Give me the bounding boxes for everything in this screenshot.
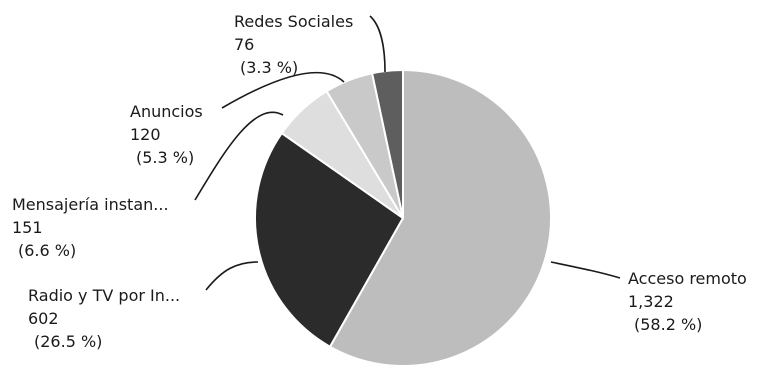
slice-label-acceso-remoto: Acceso remoto 1,322 (58.2 %) bbox=[628, 269, 747, 334]
slice-percent: (58.2 %) bbox=[634, 315, 702, 334]
slice-name: Redes Sociales bbox=[234, 12, 353, 31]
slice-label-mensajeria: Mensajería instan... 151 (6.6 %) bbox=[12, 195, 169, 260]
leader-line-3 bbox=[221, 71, 345, 109]
leader-line-2 bbox=[194, 111, 284, 201]
slice-label-anuncios: Anuncios 120 (5.3 %) bbox=[130, 102, 203, 167]
leader-line-0 bbox=[550, 261, 621, 279]
leader-lines bbox=[194, 15, 621, 291]
slice-percent: (6.6 %) bbox=[18, 241, 76, 260]
slice-name: Radio y TV por In... bbox=[28, 286, 180, 305]
slice-percent: (26.5 %) bbox=[34, 332, 102, 351]
slice-value: 1,322 bbox=[628, 292, 674, 311]
slice-name: Acceso remoto bbox=[628, 269, 747, 288]
pie-slice-1 bbox=[254, 131, 405, 349]
slice-label-redes-sociales: Redes Sociales 76 (3.3 %) bbox=[234, 12, 353, 77]
slice-value: 151 bbox=[12, 218, 43, 237]
slice-name: Anuncios bbox=[130, 102, 203, 121]
pie-slice-4 bbox=[370, 68, 404, 219]
slice-value: 76 bbox=[234, 35, 254, 54]
slice-name: Mensajería instan... bbox=[12, 195, 169, 214]
leader-line-4 bbox=[369, 15, 386, 73]
pie-slices bbox=[254, 68, 552, 366]
leader-line-1 bbox=[205, 261, 259, 291]
slice-value: 602 bbox=[28, 309, 59, 328]
slice-percent: (3.3 %) bbox=[240, 58, 298, 77]
slice-value: 120 bbox=[130, 125, 161, 144]
slice-percent: (5.3 %) bbox=[136, 148, 194, 167]
slice-label-radio-tv: Radio y TV por In... 602 (26.5 %) bbox=[28, 286, 180, 351]
